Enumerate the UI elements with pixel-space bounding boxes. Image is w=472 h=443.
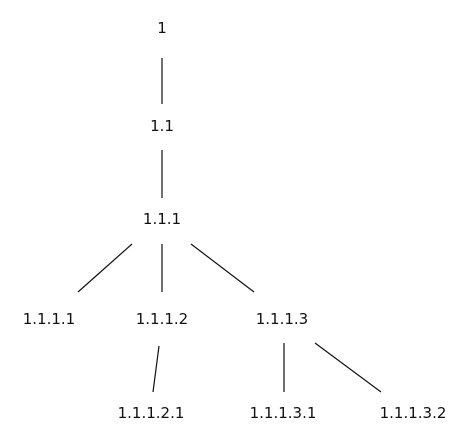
node-1.1.1: 1.1.1 bbox=[143, 210, 181, 228]
edge-1.1.1.3-to-1.1.1.3.2 bbox=[314, 342, 382, 393]
edge-1.1.1.2-to-1.1.1.2.1 bbox=[152, 345, 160, 393]
node-1: 1 bbox=[157, 19, 167, 37]
edge-1.1.1-to-1.1.1.1 bbox=[77, 243, 133, 293]
node-1.1.1.2: 1.1.1.2 bbox=[136, 310, 188, 328]
edge-1.1.1-to-1.1.1.3 bbox=[190, 243, 255, 293]
node-1.1.1.3: 1.1.1.3 bbox=[256, 310, 308, 328]
node-1.1.1.1: 1.1.1.1 bbox=[23, 310, 75, 328]
node-1.1.1.2.1: 1.1.1.2.1 bbox=[118, 404, 185, 422]
node-1.1.1.3.2: 1.1.1.3.2 bbox=[380, 404, 447, 422]
node-1.1.1.3.1: 1.1.1.3.1 bbox=[250, 404, 317, 422]
node-1.1: 1.1 bbox=[150, 117, 174, 135]
